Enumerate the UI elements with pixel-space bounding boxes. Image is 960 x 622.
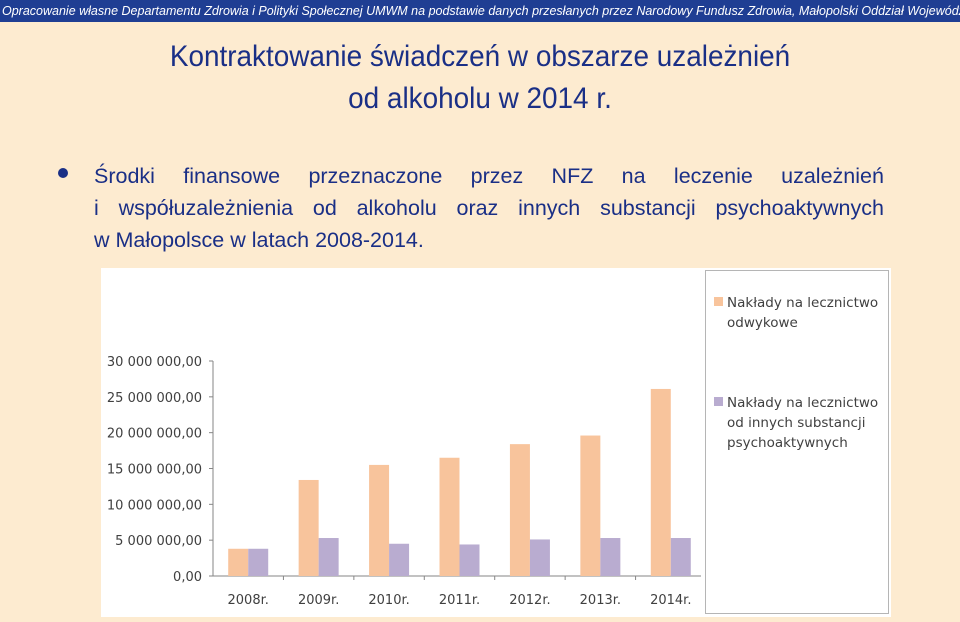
y-tick-label: 0,00 [173, 570, 202, 585]
line-1-word: na [621, 164, 646, 188]
bar-other [459, 544, 480, 576]
bar-other [248, 548, 269, 576]
legend-label-alcohol: Nakłady na lecznictwo odwykowe [727, 295, 879, 331]
title-line-2: od alkoholu w 2014 r. [348, 82, 612, 115]
line-1-word: uzależnień [781, 164, 884, 188]
bar-alcohol [650, 388, 671, 576]
bar-other [670, 538, 691, 576]
bar-other [600, 538, 621, 576]
line-2-word: współuzależnienia [118, 196, 294, 220]
legend-swatch-alcohol [714, 297, 723, 306]
legend-swatch-other [714, 397, 723, 406]
line-2-word: oraz [456, 196, 499, 220]
bar-chart: 0,00 5 000 000,00 10 000 000,00 15 000 000,… [107, 355, 707, 608]
bullet-dot-icon [58, 168, 68, 178]
x-tick-label: 2012r. [509, 593, 550, 608]
bar-other [318, 538, 339, 576]
slide-title: Kontraktowanie świadczeń w obszarze uzal… [34, 36, 927, 120]
y-tick-label: 10 000 000,00 [107, 498, 202, 513]
y-tick-label: 30 000 000,00 [107, 355, 202, 370]
bar-alcohol [439, 457, 460, 576]
line-1-word: NFZ [551, 164, 594, 188]
line-1-word: Środki [94, 164, 155, 188]
line-1-word: przez [470, 164, 524, 188]
line-1-word: finansowe [183, 164, 281, 188]
bar-alcohol [228, 548, 249, 576]
x-tick-label: 2013r. [580, 593, 621, 608]
bar-alcohol [369, 464, 390, 576]
bullet-paragraph: Środki finansowe przeznaczone przez NFZ na lec… [94, 160, 884, 256]
x-tick-label: 2008r. [228, 593, 269, 608]
line-2-word: innych [518, 196, 581, 220]
y-tick-label: 5 000 000,00 [115, 534, 202, 549]
y-tick-label: 20 000 000,00 [107, 427, 202, 442]
line-1-word: przeznaczone [308, 164, 443, 188]
paragraph-line-3: w Małopolsce w latach 2008-2014. [94, 228, 424, 252]
x-tick-label: 2014r. [650, 593, 691, 608]
x-tick-label: 2011r. [439, 593, 480, 608]
y-tick-label: 15 000 000,00 [107, 463, 202, 478]
line-2-word: i [94, 196, 99, 220]
y-tick-label: 25 000 000,00 [107, 391, 202, 406]
x-tick-label: 2010r. [368, 593, 409, 608]
line-1-word: leczenie [673, 164, 753, 188]
chart-legend: Nakłady na lecznictwo odwykowe Nakłady n… [705, 270, 889, 614]
bar-alcohol [298, 479, 319, 576]
line-2-word: psychoaktywnych [715, 196, 884, 220]
source-banner: Opracowanie własne Departamentu Zdrowia … [0, 0, 960, 22]
line-2-word: substancji [600, 196, 696, 220]
title-line-1: Kontraktowanie świadczeń w obszarze uzal… [169, 40, 791, 73]
bar-other [389, 543, 410, 576]
bar-alcohol [509, 444, 530, 576]
bar-alcohol [580, 435, 601, 576]
legend-label-other: Nakłady na lecznictwo od innych substanc… [727, 395, 879, 451]
paragraph-line-1: Środki finansowe przeznaczone przez NFZ na lec… [94, 160, 884, 192]
line-2-word: alkoholu [356, 196, 437, 220]
chart-area: 0,00 5 000 000,00 10 000 000,00 15 000 000,… [101, 268, 891, 617]
bar-other [529, 539, 550, 576]
paragraph-line-2: i współuzależnienia od alkoholu oraz innych su… [94, 192, 884, 224]
x-tick-label: 2009r. [298, 593, 339, 608]
line-2-word: od [312, 196, 337, 220]
